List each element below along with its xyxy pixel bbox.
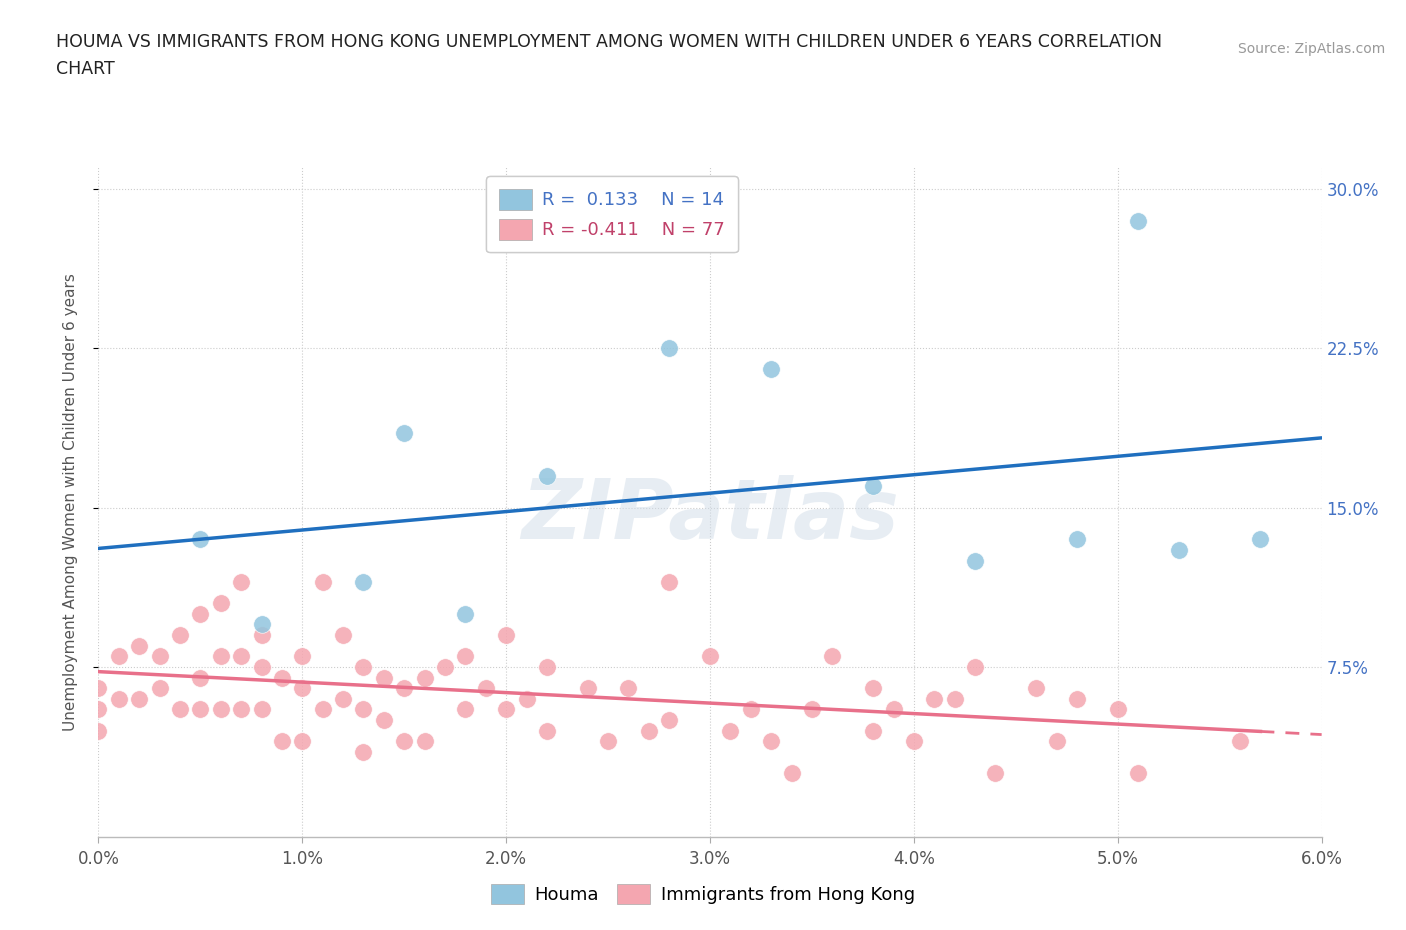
Point	[108, 691, 131, 706]
Point	[883, 702, 905, 717]
Point	[801, 702, 824, 717]
Point	[250, 628, 273, 643]
Point	[352, 745, 374, 760]
Point	[413, 734, 436, 749]
Point	[352, 575, 374, 590]
Text: ZIPatlas: ZIPatlas	[522, 475, 898, 556]
Point	[576, 681, 599, 696]
Point	[209, 702, 232, 717]
Point	[392, 734, 416, 749]
Point	[332, 628, 354, 643]
Point	[373, 671, 395, 685]
Point	[718, 724, 742, 738]
Point	[413, 671, 436, 685]
Point	[1167, 542, 1189, 557]
Point	[474, 681, 498, 696]
Point	[536, 468, 558, 483]
Point	[1045, 734, 1069, 749]
Point	[209, 649, 232, 664]
Point	[87, 681, 110, 696]
Point	[270, 734, 292, 749]
Point	[903, 734, 925, 749]
Point	[188, 702, 212, 717]
Point	[780, 765, 803, 780]
Point	[250, 702, 273, 717]
Point	[1107, 702, 1129, 717]
Point	[821, 649, 844, 664]
Point	[963, 553, 986, 568]
Point	[598, 734, 620, 749]
Point	[433, 659, 456, 674]
Point	[454, 649, 477, 664]
Point	[740, 702, 762, 717]
Point	[1249, 532, 1271, 547]
Legend: R =  0.133    N = 14, R = -0.411    N = 77: R = 0.133 N = 14, R = -0.411 N = 77	[486, 177, 738, 252]
Point	[392, 426, 416, 441]
Point	[1128, 765, 1150, 780]
Point	[311, 575, 335, 590]
Point	[291, 734, 314, 749]
Point	[149, 649, 172, 664]
Legend: Houma, Immigrants from Hong Kong: Houma, Immigrants from Hong Kong	[484, 876, 922, 911]
Point	[352, 659, 374, 674]
Point	[128, 638, 150, 653]
Y-axis label: Unemployment Among Women with Children Under 6 years: Unemployment Among Women with Children U…	[63, 273, 77, 731]
Point	[87, 702, 110, 717]
Point	[332, 691, 354, 706]
Point	[516, 691, 538, 706]
Point	[761, 362, 783, 377]
Point	[761, 734, 783, 749]
Point	[231, 649, 253, 664]
Text: CHART: CHART	[56, 60, 115, 78]
Point	[1128, 213, 1150, 228]
Point	[291, 681, 314, 696]
Point	[188, 671, 212, 685]
Point	[454, 606, 477, 621]
Point	[1229, 734, 1251, 749]
Point	[963, 659, 986, 674]
Point	[984, 765, 1007, 780]
Point	[392, 681, 416, 696]
Point	[231, 575, 253, 590]
Point	[1066, 532, 1088, 547]
Point	[495, 628, 517, 643]
Point	[169, 628, 191, 643]
Point	[536, 724, 558, 738]
Point	[311, 702, 335, 717]
Point	[1066, 691, 1088, 706]
Text: HOUMA VS IMMIGRANTS FROM HONG KONG UNEMPLOYMENT AMONG WOMEN WITH CHILDREN UNDER : HOUMA VS IMMIGRANTS FROM HONG KONG UNEMP…	[56, 33, 1163, 50]
Point	[454, 702, 477, 717]
Text: Source: ZipAtlas.com: Source: ZipAtlas.com	[1237, 42, 1385, 56]
Point	[188, 606, 212, 621]
Point	[231, 702, 253, 717]
Point	[188, 532, 212, 547]
Point	[617, 681, 640, 696]
Point	[87, 724, 110, 738]
Point	[862, 479, 884, 494]
Point	[1025, 681, 1047, 696]
Point	[209, 596, 232, 611]
Point	[250, 659, 273, 674]
Point	[658, 575, 681, 590]
Point	[250, 617, 273, 631]
Point	[291, 649, 314, 664]
Point	[943, 691, 966, 706]
Point	[922, 691, 945, 706]
Point	[658, 340, 681, 355]
Point	[352, 702, 374, 717]
Point	[495, 702, 517, 717]
Point	[637, 724, 661, 738]
Point	[149, 681, 172, 696]
Point	[128, 691, 150, 706]
Point	[658, 712, 681, 727]
Point	[373, 712, 395, 727]
Point	[699, 649, 721, 664]
Point	[108, 649, 131, 664]
Point	[536, 659, 558, 674]
Point	[862, 724, 884, 738]
Point	[169, 702, 191, 717]
Point	[862, 681, 884, 696]
Point	[270, 671, 292, 685]
